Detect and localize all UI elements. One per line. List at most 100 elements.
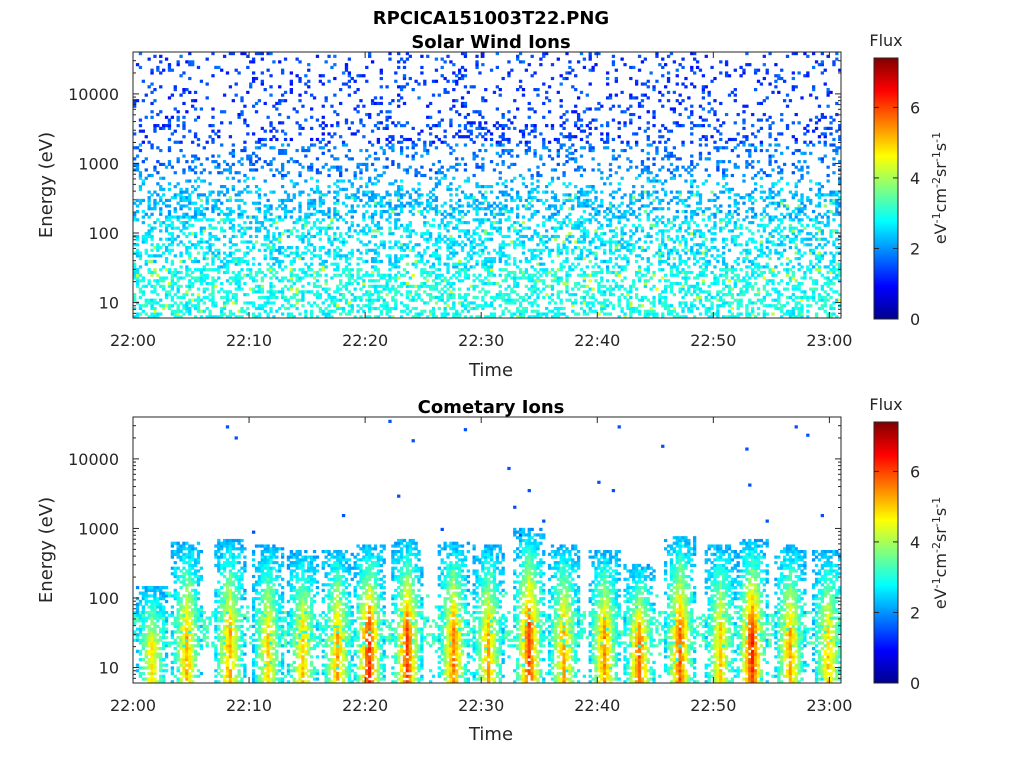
heatmap-cell [428,196,433,200]
heatmap-cell [135,251,140,255]
heatmap-cell [324,232,328,236]
heatmap-cell [307,212,311,216]
heatmap-cell [684,168,688,172]
heatmap-cell [153,221,157,225]
heatmap-cell [324,229,328,233]
heatmap-cell [669,198,674,203]
heatmap-cell [344,118,349,122]
heatmap-cell [428,143,433,147]
heatmap-cell [617,254,621,258]
heatmap-cell [574,124,578,128]
heatmap-cell [440,218,444,222]
heatmap-cell [254,160,259,164]
heatmap-cell [283,254,288,258]
heatmap-cell [353,209,357,214]
heatmap-cell [394,226,398,230]
heatmap-cell [307,229,311,233]
heatmap-cell [339,279,343,283]
heatmap-cell [368,215,372,219]
heatmap-cell [344,281,349,286]
heatmap-cell [295,276,299,280]
heatmap-cell [162,193,166,197]
heatmap-cell [475,154,479,158]
heatmap-cell [315,284,320,288]
heatmap-cell [173,315,177,318]
heatmap-cell [527,132,531,136]
heatmap-cell [199,270,204,275]
heatmap-cell [141,309,145,313]
heatmap-cell [286,171,291,175]
heatmap-cell [399,204,404,208]
heatmap-cell [373,168,378,172]
heatmap-cell [362,281,366,286]
heatmap-cell [533,88,537,92]
heatmap-cell [626,143,630,147]
heatmap-cell [321,165,325,169]
heatmap-cell [437,295,441,299]
heatmap-cell [240,306,244,311]
heatmap-cell [196,157,201,161]
heatmap-cell [167,160,172,164]
heatmap-cell [518,309,523,313]
heatmap-cell [559,251,563,255]
heatmap-cell [414,254,418,258]
heatmap-cell [327,287,331,291]
heatmap-cell [399,185,404,189]
heatmap-cell [394,204,398,208]
heatmap-cell [629,65,633,70]
heatmap-cell [220,295,224,299]
heatmap-cell [614,171,618,175]
heatmap-cell [507,71,511,75]
heatmap-cell [182,135,186,139]
heatmap-cell [275,295,279,299]
heatmap-cell [202,287,206,291]
heatmap-cell [617,265,621,269]
heatmap-cell [565,160,569,164]
heatmap-cell [298,173,302,178]
heatmap-cell [330,104,334,108]
heatmap-cell [466,176,470,180]
heatmap-cell [545,124,549,128]
heatmap-cell [196,251,201,255]
heatmap-cell [452,312,456,316]
heatmap-cell [608,204,613,208]
heatmap-cell [266,162,270,166]
heatmap-cell [167,248,172,252]
heatmap-cell [246,301,250,305]
heatmap-cell [286,229,291,233]
heatmap-cell [405,262,410,266]
heatmap-cell [469,129,473,133]
heatmap-cell [452,79,456,83]
heatmap-cell [254,185,259,189]
heatmap-cell [658,268,662,272]
heatmap-cell [405,293,410,297]
heatmap-cell [516,221,520,225]
heatmap-cell [582,221,587,225]
heatmap-cell [530,176,534,180]
heatmap-cell [484,148,488,153]
heatmap-cell [539,198,543,203]
heatmap-cell [228,168,233,172]
heatmap-cell [449,60,453,64]
heatmap-cell [585,140,589,144]
heatmap-cell [559,298,563,302]
heatmap-cell [600,198,604,203]
heatmap-cell [446,90,450,94]
heatmap-cell [222,160,227,164]
heatmap-cell [666,309,671,313]
heatmap-cell [370,279,375,283]
heatmap-cell [661,104,665,108]
heatmap-cell [530,309,534,313]
heatmap-cell [507,165,511,169]
heatmap-cell [542,190,546,194]
heatmap-cell [185,221,189,225]
heatmap-cell [527,273,531,277]
heatmap-cell [141,284,145,288]
heatmap-cell [661,315,665,318]
heatmap-cell [182,88,186,92]
heatmap-cell [286,279,291,283]
heatmap-cell [669,270,674,275]
heatmap-cell [321,151,325,155]
heatmap-cell [231,185,235,189]
heatmap-cell [484,262,488,266]
